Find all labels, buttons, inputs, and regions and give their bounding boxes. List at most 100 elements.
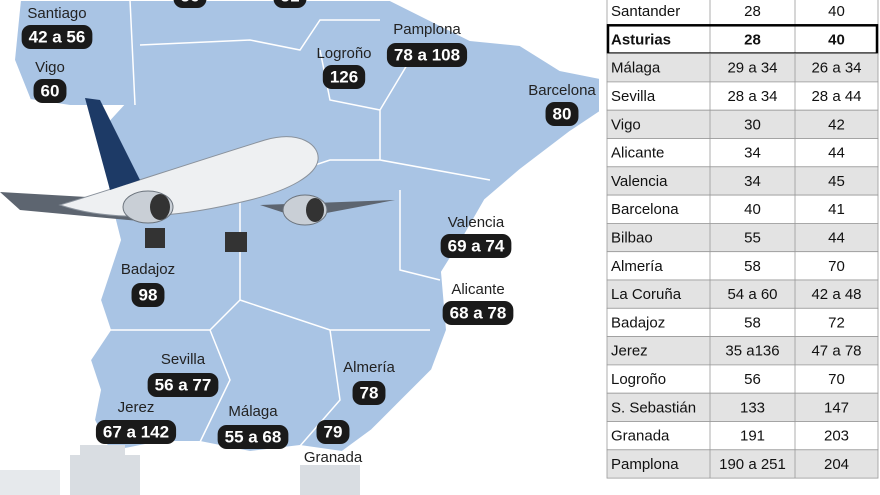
table-cell: 42 (828, 116, 845, 133)
badge-bg (147, 373, 219, 397)
map-shape (12, 0, 601, 454)
badge-bg (21, 25, 93, 49)
table-cell: Alicante (611, 145, 664, 162)
table-row-bg (606, 449, 879, 479)
badge-text: 79 (324, 422, 343, 441)
badge-text: 56 a 77 (155, 375, 212, 394)
table-row-bg (606, 194, 879, 224)
badge-bg (173, 0, 207, 8)
table-cell: 133 (740, 399, 765, 416)
table-cell: 70 (828, 371, 845, 388)
badge-text: 60 (41, 81, 60, 100)
badge-bg (386, 43, 468, 67)
table-cell: 40 (828, 3, 845, 20)
map (0, 0, 601, 495)
badge-text: 56 (181, 0, 200, 5)
table-cell: 47 a 78 (811, 343, 861, 360)
table-row-bg (606, 53, 879, 83)
table-cell: Almería (611, 258, 663, 275)
badge-bg (316, 420, 350, 444)
table-cell: 26 a 34 (811, 60, 861, 77)
table-row-bg (606, 222, 879, 253)
badge-bg (440, 234, 512, 258)
table-cell: Asturias (611, 31, 671, 48)
table-cell: 28 a 44 (811, 88, 861, 105)
city-label: Pamplona (393, 21, 461, 38)
city-label: Badajoz (121, 261, 175, 278)
table-row-bg (606, 0, 879, 26)
badge-bg (273, 0, 307, 8)
badge-text: 68 a 78 (450, 303, 507, 322)
badge-text: 78 (360, 383, 379, 402)
table-cell: 70 (828, 258, 845, 275)
table-cell: Pamplona (611, 456, 679, 473)
table-cell: Vigo (611, 116, 641, 133)
table-row-bg (606, 109, 879, 139)
city-label: Granada (304, 449, 363, 466)
table-cell: 203 (824, 428, 849, 445)
table-cell: 40 (744, 201, 761, 218)
table-cell: 44 (828, 230, 845, 247)
table-cell: 55 (744, 230, 761, 247)
airplane (0, 98, 395, 252)
table-cell: 58 (744, 314, 761, 331)
table-cell: 44 (828, 145, 845, 162)
table-cell: 28 (744, 31, 761, 48)
badge-text: 126 (330, 67, 358, 86)
table-cell: Badajoz (611, 314, 665, 331)
table-cell: 30 (744, 116, 761, 133)
table-cell: 54 a 60 (727, 286, 777, 303)
price-table: Santander 28 40 Asturias 28 40 Málaga 29 a 34 26… (606, 0, 879, 479)
table-cell: 190 a 251 (719, 456, 786, 473)
table-cell: S. Sebastián (611, 399, 696, 416)
table-cell: 34 (744, 145, 761, 162)
table-row-bg (606, 307, 879, 337)
table-cell: La Coruña (611, 286, 682, 303)
city-label: Santiago (27, 5, 86, 22)
table-cell: 191 (740, 428, 765, 445)
badge-text: 78 a 108 (394, 45, 460, 64)
city-label: Barcelona (528, 82, 596, 99)
badge-text: 98 (139, 285, 158, 304)
table-cell: 28 (744, 3, 761, 20)
table-row-bg (606, 279, 879, 309)
badge-text: 67 a 142 (103, 422, 169, 441)
table-cell: 72 (828, 314, 845, 331)
table-cell: Granada (611, 428, 670, 445)
table-cell: 40 (828, 31, 845, 48)
table-row-bg (606, 251, 879, 281)
table-cell: 34 (744, 173, 761, 190)
table-cell: Santander (611, 3, 680, 20)
badge-text: 51 (281, 0, 300, 5)
table-cell: 204 (824, 456, 849, 473)
table-cell: Jerez (611, 343, 648, 360)
table-cell: 35 a136 (725, 343, 779, 360)
table-row-bg (606, 421, 879, 451)
badge-text: 55 a 68 (225, 427, 282, 446)
city-label: Vigo (35, 59, 65, 76)
table-row-bg (606, 166, 879, 196)
badge-bg (322, 65, 366, 89)
table-cell: 58 (744, 258, 761, 275)
airport-buildings (0, 445, 360, 495)
badge-text: 69 a 74 (448, 236, 505, 255)
table-cell: 41 (828, 201, 845, 218)
badge-bg (95, 420, 177, 444)
table-cell: 147 (824, 399, 849, 416)
table-cell: Bilbao (611, 230, 653, 247)
city-label: Almería (343, 359, 395, 376)
table-cell: Sevilla (611, 88, 656, 105)
table-cell: 56 (744, 371, 761, 388)
badge-bg (33, 79, 67, 103)
table-row-bg (606, 81, 879, 111)
badge-bg (217, 425, 289, 449)
city-label: Logroño (316, 45, 371, 62)
badge-text: 42 a 56 (29, 27, 86, 46)
table-cell: Barcelona (611, 201, 679, 218)
table-cell: 28 a 34 (727, 88, 777, 105)
table-row-bg (606, 336, 879, 366)
city-label: Alicante (451, 281, 504, 298)
city-label: Málaga (228, 403, 278, 420)
table-row-bg (606, 364, 879, 394)
